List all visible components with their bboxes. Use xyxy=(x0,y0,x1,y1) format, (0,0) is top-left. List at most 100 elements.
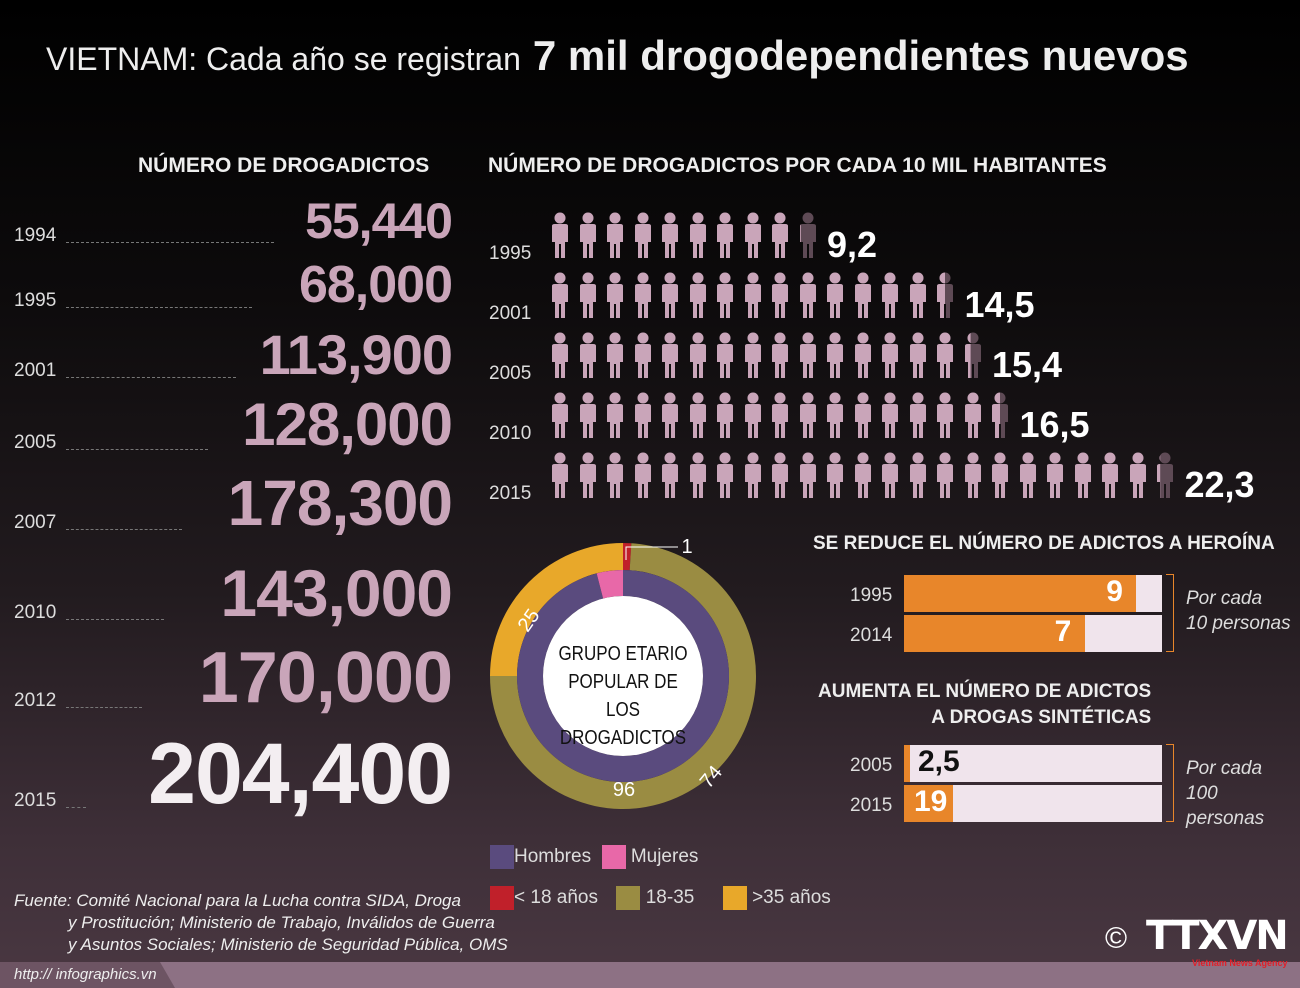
leader-line xyxy=(66,377,236,378)
callout-line xyxy=(625,546,678,560)
donut-center-title: GRUPO ETARIO POPULAR DE LOS DROGADICTOS xyxy=(558,643,688,749)
person-icon xyxy=(634,212,651,258)
bar-value: 19 xyxy=(914,785,948,818)
legend-swatch xyxy=(616,886,641,910)
person-icon xyxy=(607,452,623,498)
legend-mujeres: Mujeres xyxy=(601,845,698,869)
leader-line xyxy=(66,449,208,450)
heroin-note: Por cada 10 personas xyxy=(1186,586,1291,636)
addict-count-value: 143,000 xyxy=(220,555,453,630)
title-part2: 7 mil drogodependientes nuevos xyxy=(532,32,1189,79)
person-icon xyxy=(937,272,953,318)
person-icon xyxy=(662,272,678,318)
person-icon xyxy=(662,452,678,498)
segment-under-18 xyxy=(623,543,632,571)
person-icon xyxy=(772,392,788,438)
heroin-header: SE REDUCE EL NÚMERO DE ADICTOS A HEROÍNA xyxy=(813,533,1275,554)
person-icon xyxy=(1102,452,1118,498)
person-icon xyxy=(607,392,623,438)
person-icon xyxy=(662,212,678,258)
person-icon xyxy=(744,272,761,318)
year-label: 1995 xyxy=(489,243,532,264)
bar-track: 2,5 xyxy=(904,745,1162,782)
bar-track: 19 xyxy=(904,785,1162,822)
url-link[interactable]: http:// infographics.vn xyxy=(0,962,175,988)
title-part1: VIETNAM: Cada año se registran xyxy=(46,41,521,77)
person-icon xyxy=(799,272,816,318)
person-icon xyxy=(854,272,871,318)
note-line: Por cada xyxy=(1186,758,1263,779)
year-label: 2005 xyxy=(850,755,893,776)
legend-row-1: Hombres Mujeres xyxy=(490,845,698,869)
leader-line xyxy=(66,707,142,708)
legend-under18: < 18 años xyxy=(490,886,598,910)
year-label: 2005 xyxy=(489,363,532,384)
person-icon xyxy=(634,452,651,498)
leader-line xyxy=(66,807,86,808)
footer-band xyxy=(0,962,1300,988)
person-icon xyxy=(634,272,651,318)
legend-label: >35 años xyxy=(752,887,831,909)
person-icon xyxy=(1157,452,1173,498)
bar-fill xyxy=(904,615,1085,652)
person-icon xyxy=(772,272,788,318)
year-label: 1994 xyxy=(14,225,57,246)
person-icon xyxy=(909,392,926,438)
year-label: 1995 xyxy=(850,585,893,606)
person-icon xyxy=(992,392,1008,438)
person-icon xyxy=(607,332,623,378)
legend-18-35: 18-35 xyxy=(616,886,694,910)
bar-track: 9 xyxy=(904,575,1162,612)
per-10k-value: 15,4 xyxy=(992,344,1063,385)
per-10k-value: 9,2 xyxy=(827,224,878,265)
synthetic-header: AUMENTA EL NÚMERO DE ADICTOS A DROGAS SI… xyxy=(818,679,1151,731)
source-line: Fuente: Comité Nacional para la Lucha co… xyxy=(14,891,461,910)
person-icon xyxy=(882,392,898,438)
addict-count-value: 170,000 xyxy=(198,638,453,719)
label-hombres: 96 xyxy=(613,779,635,801)
person-icon xyxy=(827,452,843,498)
person-icon xyxy=(964,392,981,438)
ttxvn-logo: TTXVN xyxy=(1146,913,1289,959)
addict-count-value: 55,440 xyxy=(305,193,453,249)
synthetic-note: Por cada 100 personas xyxy=(1186,756,1300,831)
person-icon xyxy=(579,212,596,258)
person-icon xyxy=(579,272,596,318)
person-icon xyxy=(909,272,926,318)
addict-count-value: 204,400 xyxy=(148,725,453,822)
person-icon xyxy=(689,272,706,318)
year-label: 2001 xyxy=(14,360,57,381)
year-label: 2014 xyxy=(850,625,893,646)
person-icon xyxy=(662,392,678,438)
synthetic-header-line2: A DROGAS SINTÉTICAS xyxy=(931,707,1152,728)
person-icon xyxy=(964,452,981,498)
addict-count-value: 113,900 xyxy=(259,322,453,386)
person-icon xyxy=(607,212,623,258)
copyright-icon: © xyxy=(1105,922,1128,955)
year-label: 2015 xyxy=(14,790,57,811)
synthetic-header-line1: AUMENTA EL NÚMERO DE ADICTOS xyxy=(818,681,1152,702)
leader-line xyxy=(66,242,274,243)
year-label: 2015 xyxy=(489,483,532,504)
addicts-count-header: NÚMERO DE DROGADICTOS xyxy=(138,154,430,177)
person-icon xyxy=(772,212,788,258)
person-icon xyxy=(744,212,761,258)
note-line: 100 personas xyxy=(1186,783,1265,829)
legend-label: Hombres xyxy=(514,846,592,868)
person-icon xyxy=(552,212,568,258)
per-10k-value: 14,5 xyxy=(964,284,1035,325)
year-label: 2005 xyxy=(14,432,57,453)
page-title: VIETNAM: Cada año se registran 7 mil dro… xyxy=(46,32,1189,80)
segment-mujeres xyxy=(596,570,623,599)
person-icon xyxy=(882,272,898,318)
legend-hombres: Hombres xyxy=(490,845,592,869)
person-icon xyxy=(937,392,953,438)
person-icon xyxy=(799,452,816,498)
bar-value: 2,5 xyxy=(918,745,960,778)
person-icon xyxy=(772,332,788,378)
person-icon xyxy=(799,332,816,378)
person-icon xyxy=(854,332,871,378)
person-icon xyxy=(717,452,733,498)
legend-over35: >35 años xyxy=(722,886,831,910)
person-icon xyxy=(579,452,596,498)
